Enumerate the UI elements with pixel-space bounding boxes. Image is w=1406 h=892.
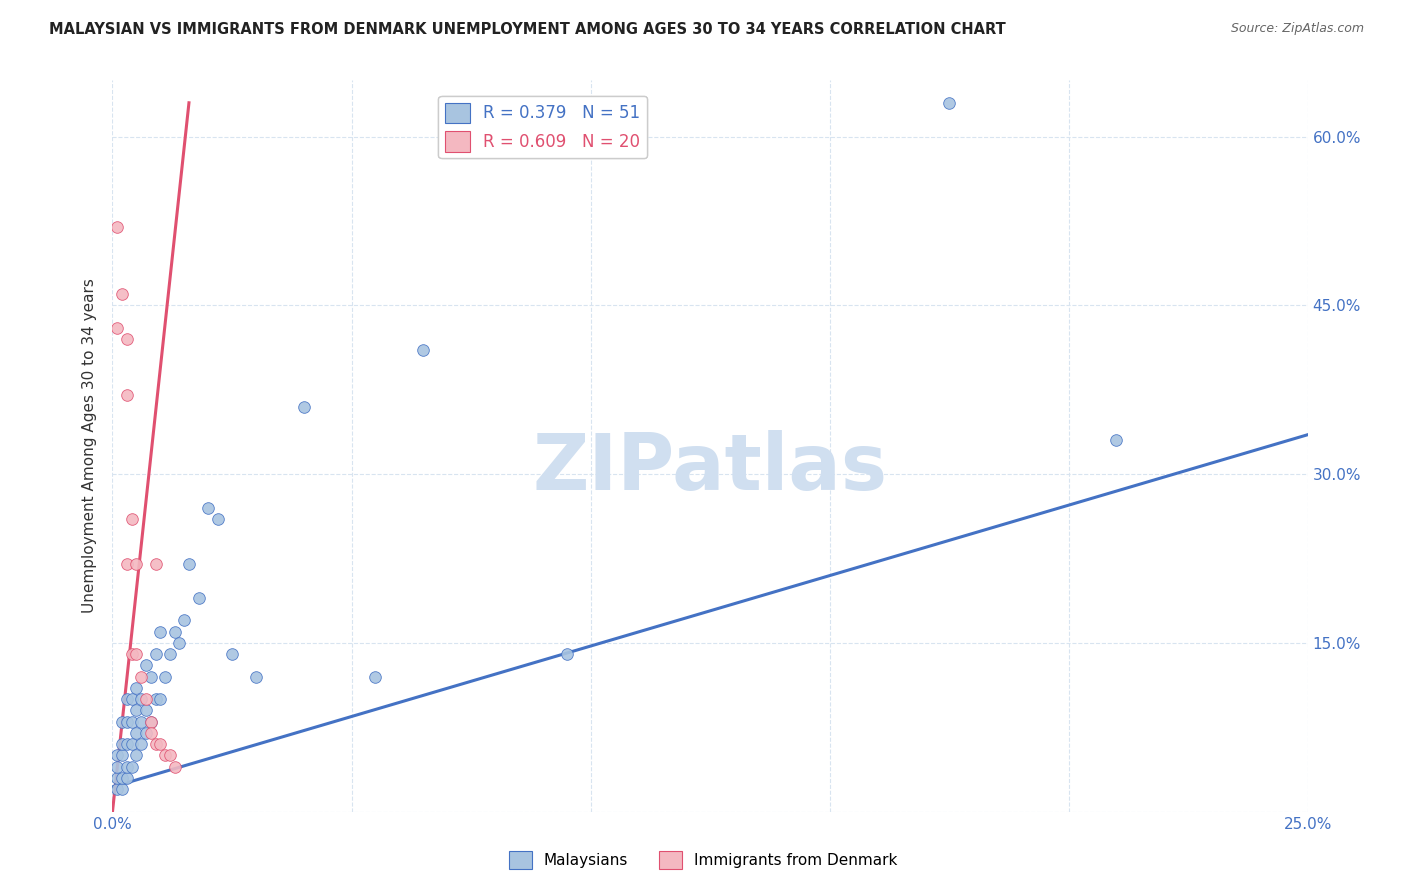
Point	[145, 692, 167, 706]
Point	[121, 692, 143, 706]
Text: MALAYSIAN VS IMMIGRANTS FROM DENMARK UNEMPLOYMENT AMONG AGES 30 TO 34 YEARS CORR: MALAYSIAN VS IMMIGRANTS FROM DENMARK UNE…	[49, 22, 1005, 37]
Point	[1105, 434, 1128, 448]
Point	[121, 714, 143, 729]
Legend: R = 0.379   N = 51, R = 0.609   N = 20: R = 0.379 N = 51, R = 0.609 N = 20	[439, 96, 647, 158]
Text: Source: ZipAtlas.com: Source: ZipAtlas.com	[1230, 22, 1364, 36]
Point	[938, 95, 960, 110]
Point	[169, 636, 191, 650]
Point	[149, 692, 172, 706]
Point	[187, 591, 209, 605]
Point	[159, 647, 181, 661]
Point	[153, 748, 176, 763]
Point	[163, 624, 186, 639]
Point	[111, 771, 134, 785]
Point	[135, 703, 157, 717]
Point	[121, 760, 143, 774]
Point	[105, 321, 128, 335]
Point	[125, 681, 148, 695]
Point	[125, 726, 148, 740]
Y-axis label: Unemployment Among Ages 30 to 34 years: Unemployment Among Ages 30 to 34 years	[82, 278, 97, 614]
Point	[115, 760, 138, 774]
Point	[111, 287, 134, 301]
Point	[105, 748, 128, 763]
Point	[135, 658, 157, 673]
Point	[245, 670, 267, 684]
Point	[207, 512, 229, 526]
Point	[125, 748, 148, 763]
Text: ZIPatlas: ZIPatlas	[533, 430, 887, 506]
Point	[197, 500, 219, 515]
Point	[177, 557, 200, 571]
Point	[139, 670, 162, 684]
Point	[163, 760, 186, 774]
Point	[292, 400, 315, 414]
Point	[105, 219, 128, 234]
Point	[221, 647, 243, 661]
Point	[145, 737, 167, 751]
Point	[412, 343, 434, 358]
Point	[555, 647, 578, 661]
Point	[105, 782, 128, 797]
Point	[115, 692, 138, 706]
Point	[129, 670, 152, 684]
Point	[149, 737, 172, 751]
Point	[129, 692, 152, 706]
Point	[111, 748, 134, 763]
Point	[135, 692, 157, 706]
Point	[111, 737, 134, 751]
Point	[105, 760, 128, 774]
Legend: Malaysians, Immigrants from Denmark: Malaysians, Immigrants from Denmark	[502, 845, 904, 875]
Point	[135, 726, 157, 740]
Point	[125, 647, 148, 661]
Point	[149, 624, 172, 639]
Point	[125, 557, 148, 571]
Point	[115, 557, 138, 571]
Point	[121, 737, 143, 751]
Point	[364, 670, 387, 684]
Point	[115, 737, 138, 751]
Point	[115, 714, 138, 729]
Point	[153, 670, 176, 684]
Point	[129, 714, 152, 729]
Point	[105, 771, 128, 785]
Point	[139, 714, 162, 729]
Point	[139, 726, 162, 740]
Point	[125, 703, 148, 717]
Point	[145, 557, 167, 571]
Point	[129, 737, 152, 751]
Point	[145, 647, 167, 661]
Point	[111, 714, 134, 729]
Point	[159, 748, 181, 763]
Point	[121, 512, 143, 526]
Point	[173, 614, 195, 628]
Point	[115, 388, 138, 402]
Point	[115, 771, 138, 785]
Point	[121, 647, 143, 661]
Point	[115, 332, 138, 346]
Point	[139, 714, 162, 729]
Point	[111, 782, 134, 797]
